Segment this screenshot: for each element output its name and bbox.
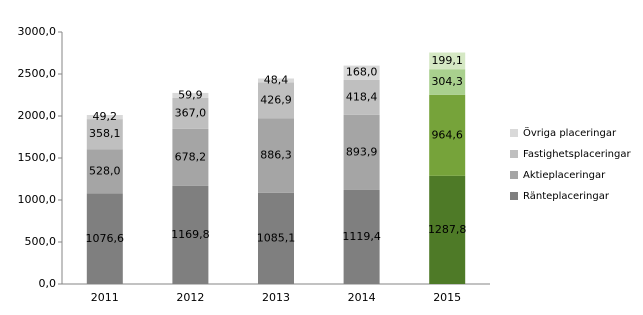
bar-segment — [86, 119, 123, 150]
value-label: 886,3 — [260, 149, 292, 162]
value-label: 48,4 — [264, 74, 289, 87]
bar-segment — [429, 52, 466, 70]
y-tick-label: 500,0 — [25, 235, 57, 248]
legend-label: Fastighetsplaceringar — [523, 149, 631, 160]
value-label: 1169,8 — [171, 228, 210, 241]
y-tick-label: 1000,0 — [18, 193, 57, 206]
bar-segment — [172, 97, 209, 129]
value-label: 418,4 — [346, 90, 378, 103]
value-label: 49,2 — [93, 110, 118, 123]
bar-segment — [172, 92, 209, 98]
value-label: 168,0 — [346, 66, 378, 79]
legend-swatch — [510, 150, 518, 158]
bar-segment — [343, 65, 380, 80]
value-label: 1076,6 — [86, 232, 125, 245]
value-label: 426,9 — [260, 93, 292, 106]
value-label: 893,9 — [346, 145, 378, 158]
bar-segment — [86, 193, 123, 284]
value-label: 964,6 — [431, 128, 463, 141]
y-tick-label: 1500,0 — [18, 151, 57, 164]
value-label: 367,0 — [175, 106, 207, 119]
legend-label: Övriga placeringar — [523, 126, 617, 139]
value-label: 199,1 — [431, 54, 463, 67]
x-tick-label: 2014 — [348, 291, 376, 304]
bar-segment — [172, 128, 209, 186]
value-label: 1085,1 — [257, 231, 296, 244]
value-label: 1287,8 — [428, 223, 467, 236]
legend-label: Ränteplaceringar — [523, 191, 610, 202]
x-tick-label: 2015 — [433, 291, 461, 304]
bar-segment — [172, 185, 209, 284]
x-tick-label: 2013 — [262, 291, 290, 304]
value-label: 1119,4 — [342, 230, 381, 243]
y-tick-label: 0,0 — [39, 277, 57, 290]
value-label: 304,3 — [431, 75, 463, 88]
bar-segment — [429, 94, 466, 176]
y-tick-label: 2500,0 — [18, 67, 57, 80]
bar-segment — [258, 192, 294, 284]
bar-segment — [429, 175, 466, 284]
bar-segment — [343, 79, 380, 115]
legend-swatch — [510, 171, 518, 179]
bar-segment — [343, 189, 380, 284]
bar-segment — [258, 82, 294, 119]
value-label: 59,9 — [178, 88, 203, 101]
bar-segment — [86, 149, 123, 194]
legend-swatch — [510, 129, 518, 137]
bar-segment — [429, 69, 466, 95]
value-label: 358,1 — [89, 127, 121, 140]
bar-segment — [86, 115, 123, 120]
value-label: 678,2 — [175, 150, 207, 163]
value-label: 528,0 — [89, 164, 121, 177]
legend-label: Aktieplaceringar — [523, 170, 606, 181]
y-tick-label: 3000,0 — [18, 25, 57, 38]
bar-segment — [258, 118, 294, 193]
legend-swatch — [510, 192, 518, 200]
y-tick-label: 2000,0 — [18, 109, 57, 122]
x-tick-label: 2012 — [176, 291, 204, 304]
x-tick-label: 2011 — [91, 291, 119, 304]
bar-segment — [258, 78, 294, 83]
bar-segment — [343, 114, 380, 190]
